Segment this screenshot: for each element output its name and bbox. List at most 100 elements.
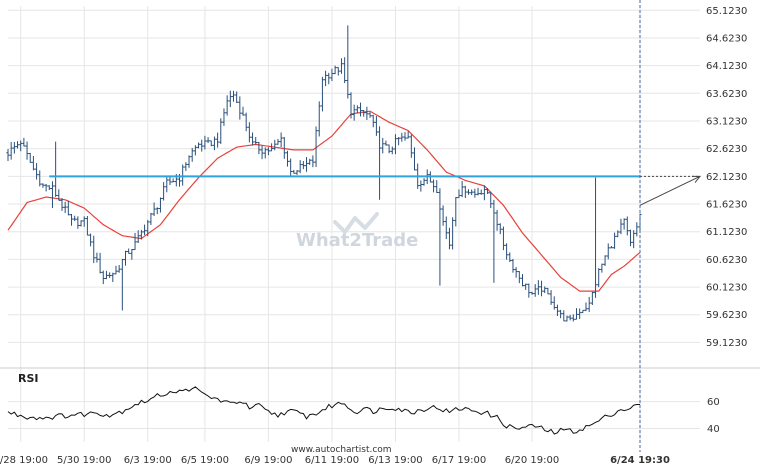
price-bar xyxy=(247,122,251,143)
price-bar xyxy=(505,243,509,260)
price-bar xyxy=(28,152,32,163)
price-bar xyxy=(327,72,331,85)
price-bar xyxy=(441,205,445,226)
price-bar xyxy=(44,183,48,192)
price-bar xyxy=(381,137,385,154)
price-bar xyxy=(635,222,639,237)
price-bar xyxy=(470,189,474,196)
price-bar xyxy=(196,142,201,149)
price-bar xyxy=(628,229,633,247)
price-bar xyxy=(330,68,334,82)
price-bar xyxy=(225,95,229,116)
price-bar xyxy=(571,314,575,322)
price-bar xyxy=(162,182,166,201)
x-tick-label: 5/28 19:00 xyxy=(0,455,48,466)
price-bar xyxy=(238,96,242,120)
price-bar xyxy=(120,258,124,311)
y-tick-label: 62.1230 xyxy=(706,172,747,183)
price-bar xyxy=(397,137,401,146)
price-bar xyxy=(374,116,379,136)
price-bar xyxy=(454,197,458,227)
price-bar xyxy=(136,230,140,243)
price-bar xyxy=(50,181,55,209)
price-bar xyxy=(85,216,89,236)
y-tick-label: 60.1230 xyxy=(706,283,747,294)
price-bar xyxy=(533,284,537,297)
price-bar xyxy=(539,280,544,297)
price-bar xyxy=(527,283,531,298)
price-bar xyxy=(498,223,502,235)
rsi-layer xyxy=(7,386,640,435)
price-bar xyxy=(146,219,150,237)
price-bar xyxy=(501,226,506,251)
price-bar xyxy=(479,189,483,195)
price-bar xyxy=(333,65,337,75)
x-tick-label: 5/30 19:00 xyxy=(57,455,111,466)
y-axis: 65.1230 64.6230 64.1230 63.6230 63.1230 62.62… xyxy=(706,6,747,349)
y-tick-label: 59.6230 xyxy=(706,310,747,321)
price-bar xyxy=(104,270,109,280)
y-tick-label: 65.1230 xyxy=(706,6,747,17)
x-axis: 5/28 19:00 5/30 19:00 6/3 19:00 6/5 19:00 6/… xyxy=(0,455,670,466)
price-bar xyxy=(73,215,77,222)
price-bar xyxy=(559,309,563,319)
watermark: What2Trade xyxy=(296,212,418,251)
price-bars-layer xyxy=(6,25,642,322)
x-tick-label: 6/5 19:00 xyxy=(181,455,229,466)
price-bar xyxy=(578,308,582,320)
price-bar xyxy=(317,101,321,137)
price-bar xyxy=(343,57,347,84)
price-bar xyxy=(435,180,439,193)
x-tick-label: 6/13 19:00 xyxy=(368,455,422,466)
price-bar xyxy=(336,67,340,76)
price-bar xyxy=(482,185,486,201)
watermark-text: What2Trade xyxy=(296,230,418,251)
price-bar xyxy=(279,132,283,148)
price-bar xyxy=(38,170,42,187)
price-bar xyxy=(63,201,67,213)
levels-layer xyxy=(49,0,702,452)
rsi-y-tick-label: 60 xyxy=(707,397,720,408)
price-bar xyxy=(390,146,394,155)
price-bar xyxy=(133,232,137,251)
price-bar xyxy=(412,147,417,171)
price-bar xyxy=(123,250,128,266)
price-bar xyxy=(603,255,607,267)
price-bar xyxy=(250,132,255,146)
price-bar xyxy=(371,114,375,128)
x-tick-label: 6/9 19:00 xyxy=(244,455,292,466)
price-bar xyxy=(552,296,556,310)
footer-url: www.autochartist.com xyxy=(291,445,392,455)
price-bar xyxy=(276,138,280,145)
price-bar xyxy=(273,139,277,151)
price-bar xyxy=(489,191,493,209)
watermark-logo-icon xyxy=(333,212,379,234)
price-bar xyxy=(76,216,80,229)
price-bar xyxy=(266,147,271,156)
price-bar xyxy=(476,187,480,196)
price-bar xyxy=(6,148,10,162)
forecast-arrowhead-icon xyxy=(691,175,702,183)
price-bar xyxy=(584,302,588,312)
price-bar xyxy=(355,105,359,113)
price-bar xyxy=(460,180,464,198)
price-bar xyxy=(593,177,598,298)
price-bar xyxy=(362,109,366,117)
price-bar xyxy=(155,207,159,215)
price-bar xyxy=(419,180,423,192)
price-bar xyxy=(54,141,58,197)
price-bar xyxy=(597,268,601,288)
price-bar xyxy=(209,140,213,147)
price-bar xyxy=(622,218,626,230)
price-bar xyxy=(619,218,623,235)
price-bar xyxy=(546,287,550,295)
price-bar xyxy=(438,188,442,286)
price-bar xyxy=(549,290,553,305)
price-bar xyxy=(101,270,105,285)
price-bar xyxy=(203,135,207,150)
price-bar xyxy=(79,220,83,227)
price-bar xyxy=(231,90,236,102)
price-bar xyxy=(22,137,26,147)
price-bar xyxy=(612,232,617,249)
